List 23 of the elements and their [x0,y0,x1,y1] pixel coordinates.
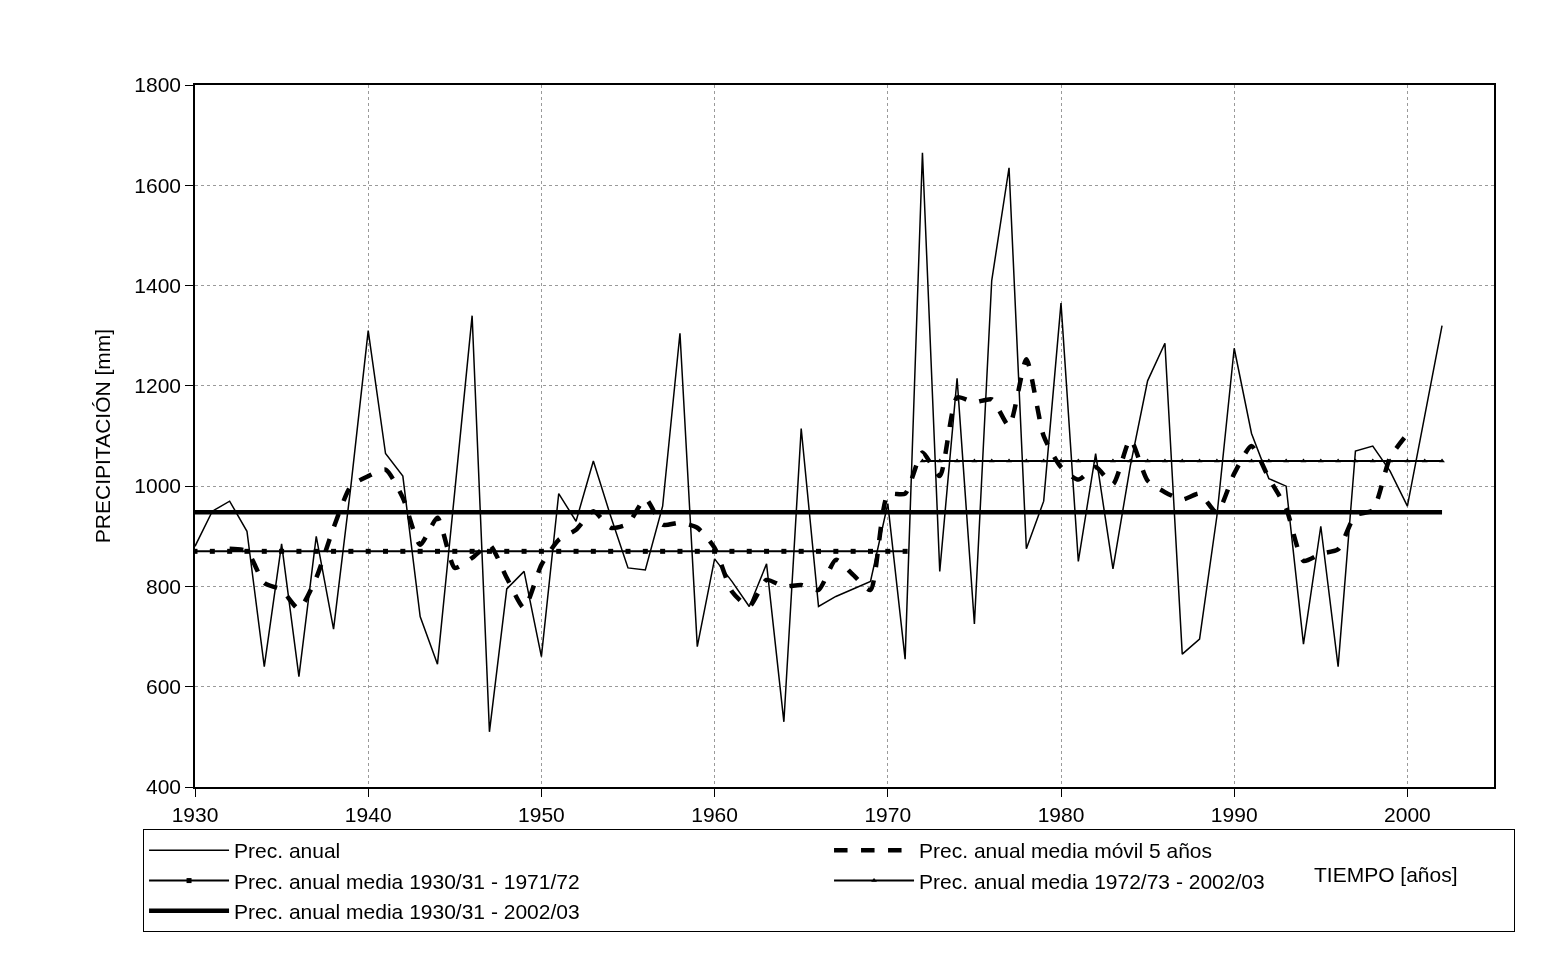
x-tick-label: 1940 [344,802,392,826]
y-tick-label: 600 [146,675,182,699]
y-tick-label: 1400 [134,273,182,297]
x-tick-label: 1960 [691,802,738,826]
x-tick-label: 1950 [518,802,565,826]
legend-label: Prec. anual media móvil 5 años [919,839,1213,863]
y-tick-label: 1200 [134,374,182,398]
legend-label: Prec. anual media 1930/31 - 1971/72 [234,869,580,893]
y-tick-label: 400 [146,775,182,799]
y-tick-label: 800 [146,574,182,598]
x-tick-label: 1970 [864,802,912,826]
legend-label: Prec. anual media 1930/31 - 2002/03 [234,900,580,924]
y-tick-label: 1000 [134,474,182,498]
legend-label: Prec. anual [234,839,341,863]
y-tick-label: 1600 [134,173,182,197]
y-tick-label: 1800 [134,73,182,97]
x-axis-title: TIEMPO [años] [1314,863,1458,886]
x-tick-label: 1980 [1037,802,1085,826]
x-tick-label: 1990 [1210,802,1258,826]
legend-label: Prec. anual media 1972/73 - 2002/03 [919,869,1265,893]
x-tick-label: 1930 [171,802,219,826]
y-axis-title: PRECIPITACIÓN [mm] [90,328,114,544]
x-tick-label: 2000 [1384,802,1431,826]
